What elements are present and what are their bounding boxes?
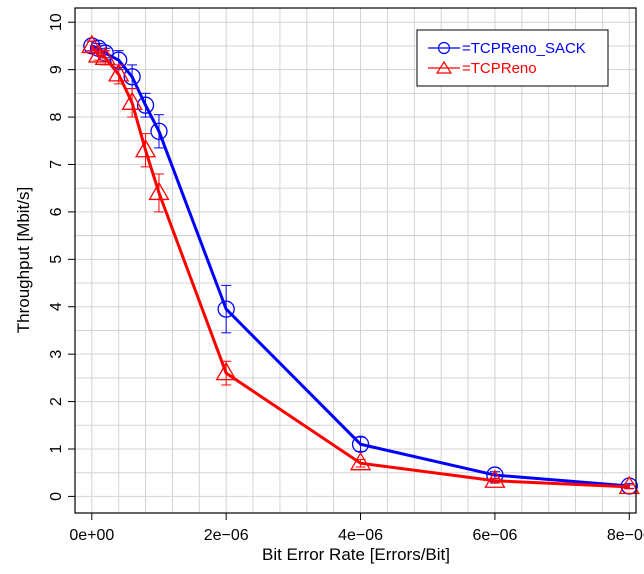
data-point-triangle [134,138,157,158]
y-tick-label: 7 [48,160,65,169]
x-tick-label: 0e+00 [69,527,114,544]
axes-layer: 0e+00 2e−06 4e−06 6e−06 8e−06 0 1 2 3 4 5 6 7 8 9 10 [48,13,644,544]
data-point-triangle [94,46,116,65]
y-tick-label: 10 [48,13,65,31]
data-point-triangle [108,63,130,82]
y-tick-label: 1 [48,444,65,453]
y-tick-label: 4 [48,302,65,311]
data-point-triangle [618,475,640,495]
x-tick-label: 8e−06 [607,527,644,544]
grid-lines [75,8,636,513]
y-axis-label: Throughput [Mbit/s] [14,187,33,333]
data-point-triangle [148,181,170,201]
data-point-triangle [484,469,506,488]
x-axis-label: Bit Error Rate [Errors/Bit] [262,545,450,564]
y-tick-label: 9 [48,65,65,74]
series-tcpreno [81,34,640,495]
data-point-triangle [215,361,237,381]
legend-box [416,29,609,87]
legend: =TCPReno_SACK =TCPReno [416,29,609,87]
y-tick-label: 3 [48,350,65,359]
series-layer [81,34,640,495]
y-tick-label: 5 [48,255,65,264]
data-point-triangle [349,451,372,471]
data-point-triangle [81,34,103,54]
legend-label-sack: =TCPReno_SACK [462,40,586,57]
data-point-triangle [121,91,143,110]
data-point-circle [83,37,101,55]
y-tick-label: 2 [48,397,65,406]
data-point-circle [150,122,168,140]
data-point-triangle [87,44,110,63]
x-tick-label: 4e−06 [338,527,383,544]
plot-frame [74,7,637,514]
legend-entry-reno: =TCPReno [428,60,537,77]
x-tick-label: 2e−06 [204,527,249,544]
x-tick-label: 6e−06 [472,527,517,544]
data-point-circle [217,300,235,318]
legend-circle-marker [437,41,451,55]
legend-entry-sack: =TCPReno_SACK [428,40,586,57]
legend-label-reno: =TCPReno [462,60,537,77]
data-point-circle [123,68,141,86]
y-tick-label: 8 [48,113,65,122]
legend-triangle-marker [435,60,453,74]
y-tick-label: 6 [48,207,65,216]
data-point-circle [136,96,155,114]
y-tick-label: 0 [48,492,65,501]
